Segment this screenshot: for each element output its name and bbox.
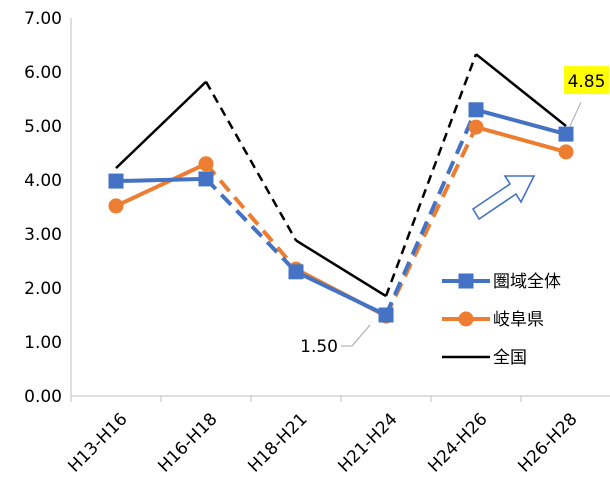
y-tick-label: 1.00 (24, 333, 62, 353)
trend-arrow-shape (471, 175, 536, 221)
series-marker-circle (468, 119, 484, 135)
series-markers (108, 102, 574, 324)
series-segment (204, 177, 298, 274)
data-label-annotation: 4.85 (568, 72, 606, 92)
series-segment (384, 53, 478, 297)
x-tick-label: H18-H21 (244, 409, 311, 476)
series-marker-circle (198, 156, 214, 172)
series-lines (115, 53, 567, 318)
trend-arrow (471, 175, 536, 221)
series-marker-square (288, 264, 304, 280)
annotation-leader (569, 101, 582, 127)
legend-label: 岐阜県 (493, 310, 544, 330)
y-tick-label: 2.00 (24, 279, 62, 299)
series-segment (204, 162, 298, 271)
annotations: 1.50 4.85 (300, 66, 609, 357)
series-segment (295, 239, 387, 298)
series-segment (115, 176, 207, 184)
series-marker-circle (558, 144, 574, 160)
annotation-leader (351, 324, 371, 347)
y-tick-label: 4.00 (24, 171, 62, 191)
x-tick-label: H13-H16 (64, 409, 131, 476)
y-tick-label: 6.00 (24, 63, 62, 83)
y-tick-label: 3.00 (24, 225, 62, 245)
y-tick-label: 5.00 (24, 117, 62, 137)
series-marker-square (198, 171, 214, 187)
series-marker-circle (108, 198, 124, 214)
series-marker-square (558, 126, 574, 142)
series-segment (204, 81, 298, 242)
legend-label: 圏域全体 (493, 272, 561, 292)
y-tick-labels: 0.00 1.00 2.00 3.00 4.00 5.00 6.00 7.00 (24, 9, 62, 407)
data-label-highlight (564, 66, 609, 95)
series-segment (475, 107, 567, 137)
x-tick-label: H16-H18 (154, 409, 221, 476)
series-marker-square (468, 102, 484, 118)
legend-label: 全国 (493, 348, 527, 368)
legend-marker-circle (458, 311, 474, 327)
x-tick-labels: H13-H16 H16-H18 H18-H21 H21-H24 H24-H26 H26-H… (64, 396, 582, 477)
x-tick-label: H24-H26 (424, 409, 491, 476)
series-marker-square (378, 307, 394, 323)
x-tick-label: H21-H24 (334, 409, 401, 476)
y-tick-label: 0.00 (24, 387, 62, 407)
y-tick-label: 7.00 (24, 9, 62, 29)
legend-marker-square (458, 273, 474, 289)
series-segment (295, 269, 387, 317)
series-marker-square (108, 173, 124, 189)
series-segment (115, 80, 207, 170)
series-segment (475, 53, 567, 127)
series-segment (384, 108, 478, 316)
series-segment (475, 125, 567, 154)
series-segment (115, 161, 207, 208)
data-label-annotation: 1.50 (300, 337, 338, 357)
x-tick-label: H26-H28 (514, 409, 581, 476)
